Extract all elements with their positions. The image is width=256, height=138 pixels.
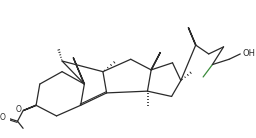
Polygon shape	[23, 105, 36, 111]
Text: O: O	[0, 113, 5, 122]
Polygon shape	[151, 52, 161, 70]
Polygon shape	[73, 58, 84, 84]
Polygon shape	[188, 27, 196, 45]
Text: OH: OH	[242, 49, 255, 58]
Text: O: O	[16, 105, 22, 114]
